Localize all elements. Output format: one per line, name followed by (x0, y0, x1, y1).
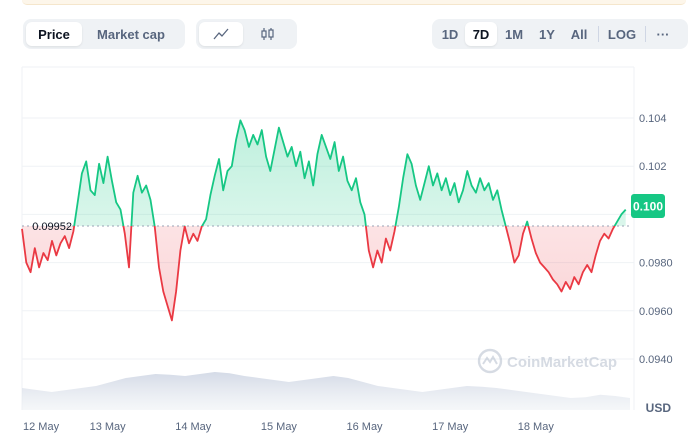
current-price-label: 0.100 (633, 200, 663, 214)
logo-mark-icon (482, 355, 498, 365)
tab-market-cap[interactable]: Market cap (97, 26, 165, 42)
price-line-up (73, 119, 627, 226)
range-7d-button[interactable]: 7D (465, 22, 497, 46)
x-tick-label: 15 May (261, 421, 298, 433)
area-below-baseline (22, 225, 626, 321)
y-tick-label: 0.102 (639, 161, 667, 173)
range-divider (598, 26, 599, 42)
range-all-button[interactable]: All (570, 26, 588, 42)
time-range-selector: 1D 7D 1M 1Y All LOG ··· (432, 19, 688, 49)
top-banner-edge (22, 0, 686, 5)
log-scale-button[interactable]: LOG (607, 26, 637, 42)
y-tick-label: 0.0980 (639, 258, 673, 270)
grid-lines (21, 66, 635, 410)
price-line-down (21, 225, 616, 322)
tab-price[interactable]: Price (26, 22, 82, 46)
range-1y-button[interactable]: 1Y (539, 26, 555, 42)
line-chart-button[interactable] (199, 22, 243, 46)
x-tick-label: 18 May (518, 421, 555, 433)
coinmarketcap-logo-icon (477, 348, 503, 374)
chart-type-toggle (196, 19, 297, 49)
line-chart-icon (213, 28, 229, 40)
x-tick-label: 13 May (90, 421, 127, 433)
y-tick-label: 0.0940 (639, 354, 673, 366)
baseline-value-label: 0.09952 (32, 221, 72, 233)
watermark-text: CoinMarketCap (507, 354, 617, 371)
candlestick-icon (261, 28, 274, 40)
metric-tabs: Price Market cap (23, 19, 185, 49)
range-1d-button[interactable]: 1D (441, 26, 459, 42)
current-price-tag: 0.100 (631, 194, 665, 218)
x-tick-label: 16 May (346, 421, 383, 433)
watermark: CoinMarketCap (477, 348, 617, 374)
area-above-baseline (74, 120, 626, 226)
range-1m-button[interactable]: 1M (504, 26, 524, 42)
volume-area (22, 372, 630, 410)
currency-label: USD (646, 401, 672, 415)
y-axis: 0.104 0.102 0.0980 0.0960 0.0940 (639, 113, 673, 366)
range-divider (645, 26, 646, 42)
y-tick-label: 0.0960 (639, 306, 673, 318)
x-tick-label: 17 May (432, 421, 469, 433)
x-axis: 12 May 13 May 14 May 15 May 16 May 17 May 18 M… (23, 421, 554, 433)
x-tick-label: 12 May (23, 421, 60, 433)
current-price-badge (631, 194, 665, 218)
y-tick-label: 0.104 (639, 113, 667, 125)
candlestick-button[interactable] (243, 22, 293, 46)
more-options-button[interactable]: ··· (656, 26, 670, 42)
x-tick-label: 14 May (175, 421, 212, 433)
